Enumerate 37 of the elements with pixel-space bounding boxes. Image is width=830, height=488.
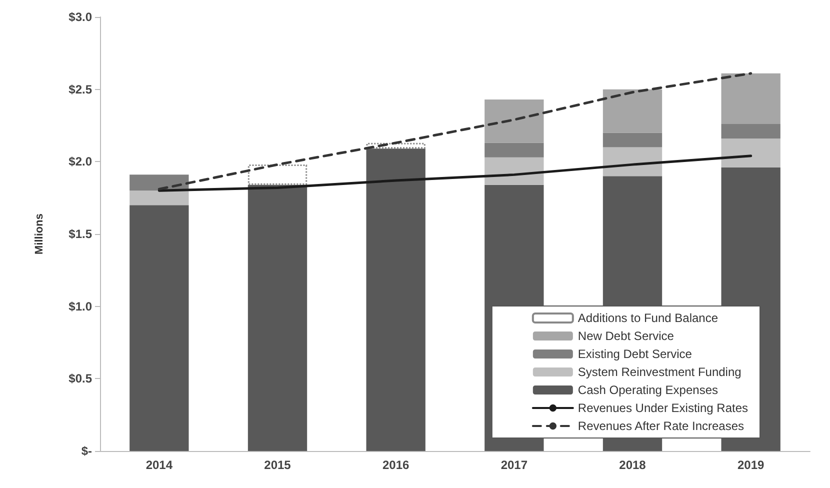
y-tick-label: $3.0 [68, 10, 92, 24]
x-tick-label: 2015 [264, 458, 292, 472]
bar [248, 164, 308, 185]
x-tick-label: 2016 [382, 458, 410, 472]
bar [366, 148, 426, 451]
legend-label: System Reinvestment Funding [578, 365, 742, 379]
bar [484, 157, 544, 185]
legend-label: New Debt Service [578, 329, 674, 343]
bar [721, 73, 780, 124]
bar [602, 89, 662, 133]
legend-label: Cash Operating Expenses [578, 383, 718, 397]
y-tick-label: $2.5 [68, 82, 92, 96]
bar [484, 142, 544, 158]
line-series [158, 72, 752, 190]
line-series [158, 154, 752, 192]
x-tick-label: 2019 [737, 458, 765, 472]
bar [130, 190, 189, 206]
bar [484, 99, 544, 143]
bar [602, 147, 662, 176]
bar [130, 205, 189, 451]
y-tick-label: $2.0 [68, 154, 92, 169]
bar [602, 132, 662, 148]
legend-label: Revenues Under Existing Rates [578, 401, 748, 415]
bar [721, 138, 780, 168]
y-tick-label: $1.0 [68, 299, 92, 314]
y-tick-label: $0.5 [68, 372, 92, 386]
bar [248, 184, 308, 451]
y-tick-label: $1.5 [68, 227, 92, 241]
y-axis-title: Millions [34, 214, 46, 254]
legend-label: Existing Debt Service [578, 347, 692, 361]
legend-label: Revenues After Rate Increases [578, 419, 744, 433]
x-tick-label: 2018 [619, 458, 646, 472]
x-tick-label: 2014 [146, 458, 173, 472]
legend-label: Additions to Fund Balance [578, 311, 718, 325]
y-tick-label: $- [81, 444, 92, 458]
x-tick-label: 2017 [500, 458, 528, 472]
bar [721, 124, 780, 139]
